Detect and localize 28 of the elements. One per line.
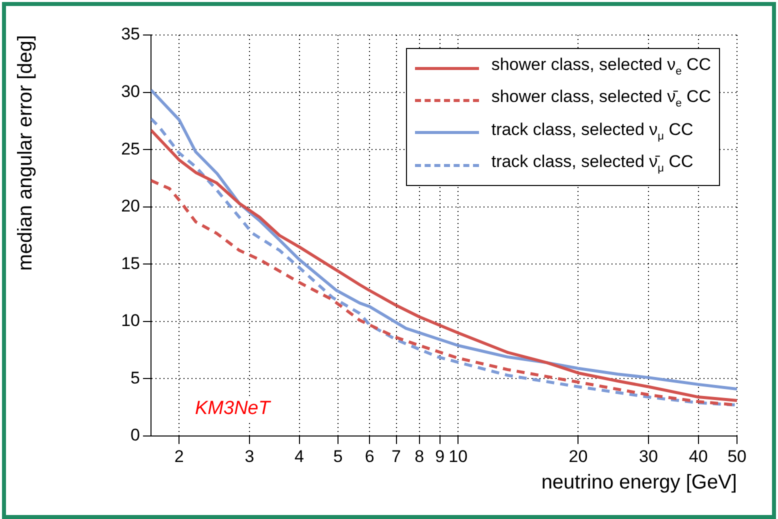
y-tick-label: 30 xyxy=(121,82,140,101)
x-tick-label: 50 xyxy=(728,446,746,466)
x-tick-label: 10 xyxy=(448,446,468,466)
legend-label: shower class, selected ν̄$_{e}$ CC xyxy=(491,86,711,112)
y-tick-label: 15 xyxy=(121,254,140,273)
y-tick-label: 10 xyxy=(121,311,140,330)
x-tick-label: 2 xyxy=(174,446,184,466)
y-tick-label: 5 xyxy=(130,368,140,388)
y-tick-label: 25 xyxy=(121,139,140,158)
x-tick-label: 5 xyxy=(333,446,343,466)
x-tick-label: 30 xyxy=(639,446,658,466)
legend-label: track class, selected ν$_{μ}$ CC xyxy=(491,118,694,144)
y-tick-label: 35 xyxy=(121,24,140,44)
legend-label: shower class, selected ν$_{e}$ CC xyxy=(491,54,711,80)
x-axis-title: neutrino energy [GeV] xyxy=(541,472,737,494)
x-tick-label: 40 xyxy=(688,446,708,466)
x-tick-label: 3 xyxy=(244,446,254,466)
x-tick-label: 4 xyxy=(294,446,304,466)
x-tick-label: 7 xyxy=(392,446,402,466)
x-tick-label: 8 xyxy=(414,446,424,466)
x-tick-label: 9 xyxy=(435,446,445,466)
annotation: KM3NeT xyxy=(195,398,270,420)
y-tick-label: 0 xyxy=(130,426,140,445)
legend-label: track class, selected ν̄$_{μ}$ CC xyxy=(491,151,694,177)
x-tick-label: 6 xyxy=(364,446,374,466)
x-tick-label: 20 xyxy=(568,446,588,466)
y-axis-title: median angular error [deg] xyxy=(14,35,37,271)
y-tick-label: 20 xyxy=(121,196,140,216)
